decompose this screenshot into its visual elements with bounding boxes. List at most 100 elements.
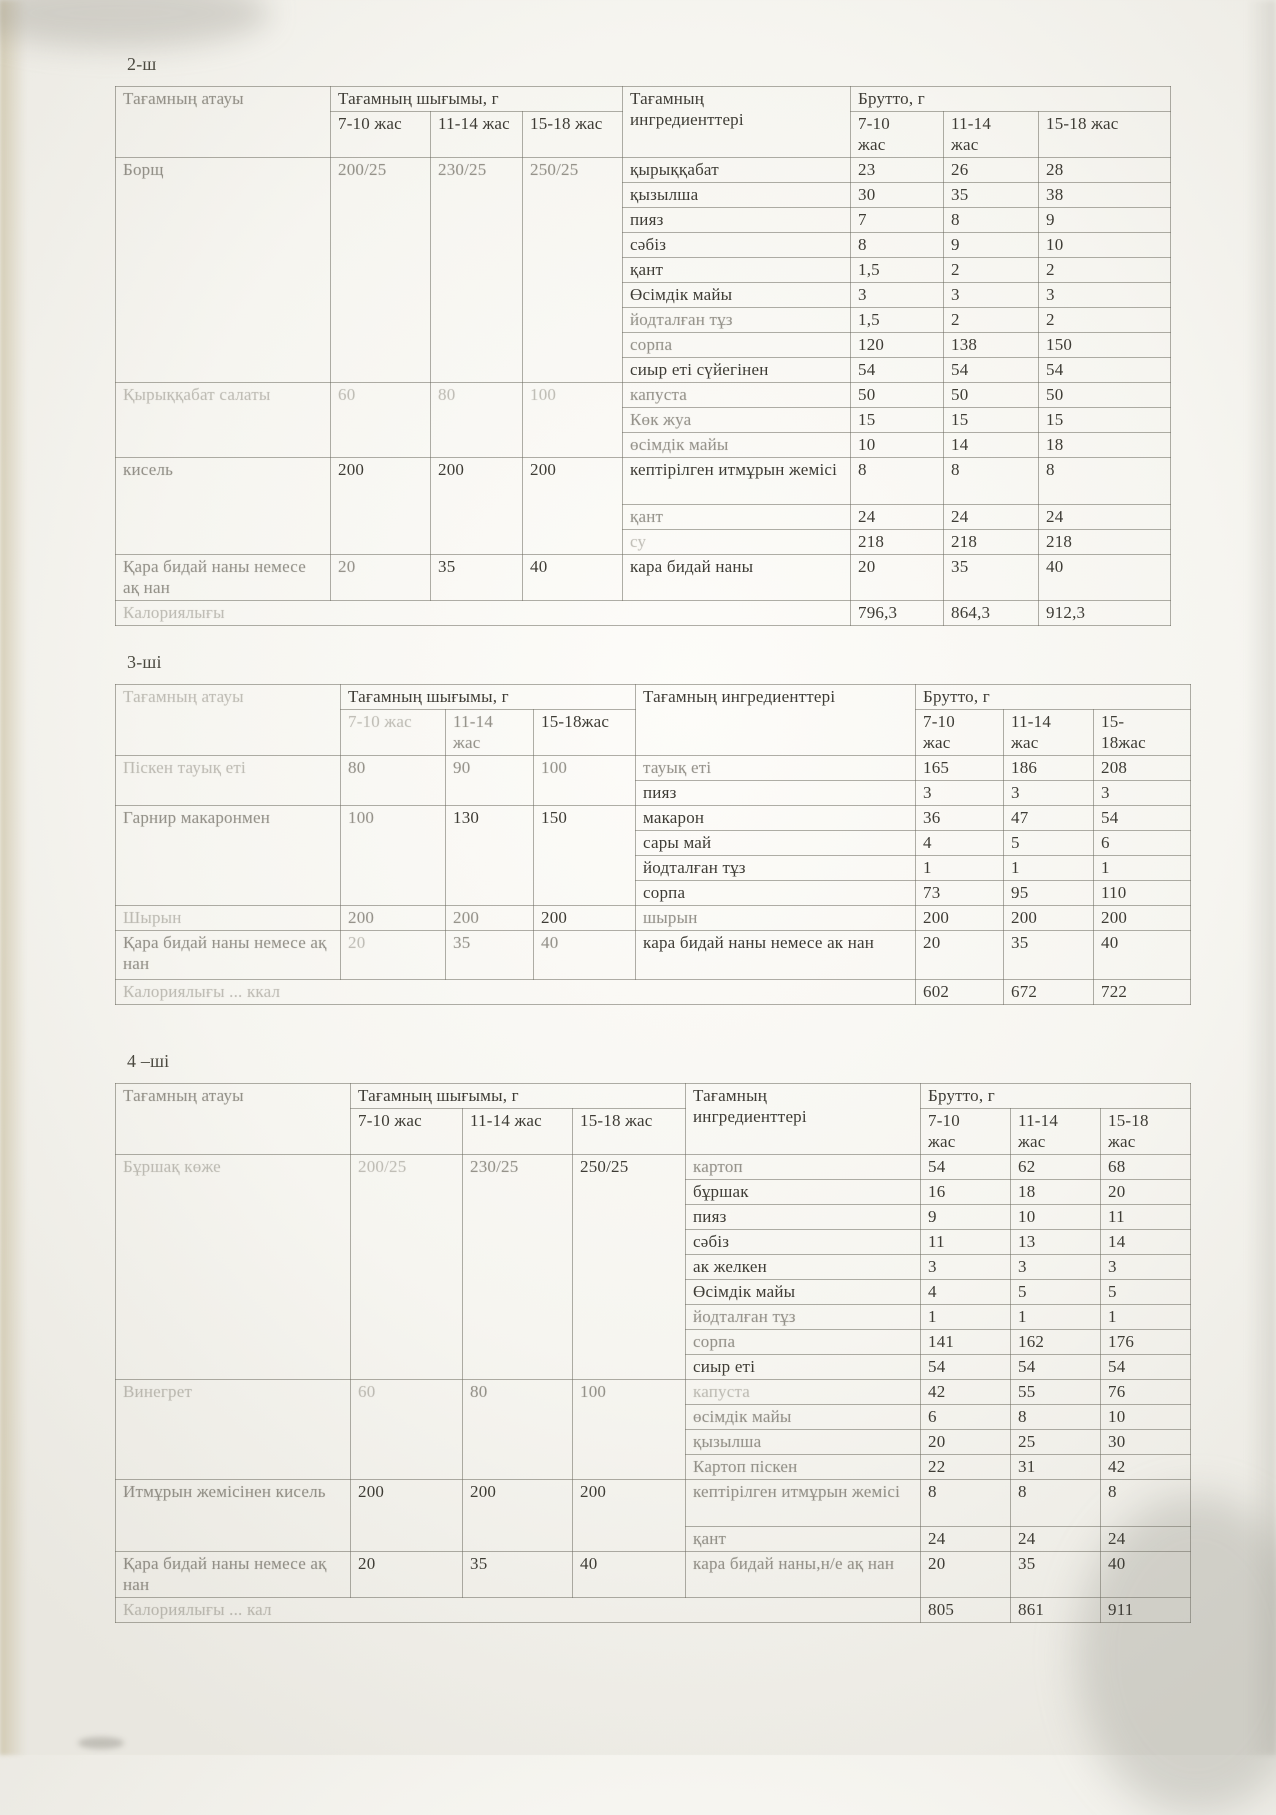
ingredient-name-cell: сорпа	[622, 332, 851, 358]
brutto-value-cell: 1	[915, 855, 1004, 881]
brutto-value-cell: 20	[920, 1551, 1011, 1598]
dish-row: Гарнир макаронмен 100 130 150 макарон 36 47 54	[115, 805, 1191, 906]
brutto-value-cell: 50	[943, 382, 1039, 408]
day-3-menu-table: Тағамның атауы Тағамның шығымы, г Тағамның…	[115, 684, 1191, 1005]
brutto-value-cell: 40	[1100, 1551, 1191, 1598]
brutto-value-cell: 25	[1010, 1429, 1101, 1455]
brutto-value-cell: 186	[1003, 755, 1094, 781]
brutto-value-cell: 1	[1003, 855, 1094, 881]
yield-value-cell: 200	[445, 905, 534, 931]
brutto-value-cell: 35	[1010, 1551, 1101, 1598]
brutto-value-cell: 8	[1100, 1479, 1191, 1527]
header-age-col: 11-14 жас	[462, 1108, 573, 1155]
brutto-value-cell: 1	[1100, 1304, 1191, 1330]
brutto-value-cell: 24	[1010, 1526, 1101, 1552]
header-brutto-age-col: 15-18 жас	[1038, 111, 1171, 158]
header-brutto-group: Брутто, г	[850, 86, 1171, 112]
brutto-value-cell: 18	[1010, 1179, 1101, 1205]
yield-value-cell: 100	[522, 382, 623, 458]
brutto-value-cell: 10	[1010, 1204, 1101, 1230]
yield-value-cell: 35	[462, 1551, 573, 1598]
header-age-col: 7-10 жас	[350, 1108, 463, 1155]
yield-value-cell: 60	[350, 1379, 463, 1480]
yield-value-cell: 150	[533, 805, 636, 906]
yield-value-cell: 100	[340, 805, 446, 906]
brutto-value-cell: 24	[1100, 1526, 1191, 1552]
header-yield-group: Тағамның шығымы, г	[330, 86, 623, 112]
brutto-value-cell: 24	[943, 504, 1039, 530]
header-age-col: 15-18 жас	[572, 1108, 686, 1155]
yield-value-cell: 80	[462, 1379, 573, 1480]
brutto-value-cell: 40	[1038, 554, 1171, 601]
brutto-value-cell: 11	[920, 1229, 1011, 1255]
dish-row: Борщ 200/25 230/25 250/25 қырыққабат 23 26 28	[115, 157, 1171, 383]
yield-value-cell: 35	[430, 554, 523, 601]
brutto-value-cell: 4	[920, 1279, 1011, 1305]
brutto-value-cell: 31	[1010, 1454, 1101, 1480]
ingredient-name-cell: пияз	[622, 207, 851, 233]
brutto-value-cell: 208	[1093, 755, 1191, 781]
yield-value-cell: 200	[340, 905, 446, 931]
header-age-col: 15-18жас	[533, 709, 636, 756]
scan-edge-right	[1246, 0, 1276, 1755]
brutto-value-cell: 1	[1093, 855, 1191, 881]
brutto-value-cell: 5	[1100, 1279, 1191, 1305]
brutto-value-cell: 54	[1038, 357, 1171, 383]
day-2-menu-table: Тағамның атауы Тағамның шығымы, г Тағамның…	[115, 86, 1171, 626]
ingredient-name-cell: су	[622, 529, 851, 555]
header-dish-name: Тағамның атауы	[115, 1083, 351, 1155]
brutto-value-cell: 50	[850, 382, 944, 408]
table-body: Борщ 200/25 230/25 250/25 қырыққабат 23 26 28 қы…	[115, 157, 1171, 626]
brutto-value-cell: 200	[915, 905, 1004, 931]
brutto-value-cell: 36	[915, 805, 1004, 831]
ingredient-row: сәбіз 11 13 14	[116, 1229, 1191, 1255]
day-label: 3-ші	[127, 652, 162, 672]
totals-row: Калориялығы ... ккал 602 672 722	[115, 979, 1191, 1005]
ingredient-name-cell: йодталған тұз	[685, 1304, 921, 1330]
yield-value-cell: 200	[330, 457, 431, 555]
ingredient-name-cell: пияз	[685, 1204, 921, 1230]
header-row-ages: 7-10 жас 11-14 жас 15-18 жас 7-10 жас 11-14 …	[116, 111, 1171, 158]
ingredient-name-cell: шырын	[635, 905, 916, 931]
totals-value-cell: 796,3	[850, 600, 944, 626]
dish-name-cell: Қара бидай наны немесе ақ нан	[115, 930, 341, 980]
ingredient-row: Өсімдік майы 3 3 3	[116, 282, 1171, 308]
brutto-value-cell: 8	[1038, 457, 1171, 505]
totals-label-cell: Калориялығы ... кал	[115, 1597, 921, 1623]
ingredient-row: бұршак 16 18 20	[116, 1179, 1191, 1205]
ingredient-name-cell: қант	[685, 1526, 921, 1552]
brutto-value-cell: 95	[1003, 880, 1094, 906]
ingredient-name-cell: қызылша	[622, 182, 851, 208]
yield-value-cell: 230/25	[462, 1154, 573, 1380]
ingredient-row: пияз 9 10 11	[116, 1204, 1191, 1230]
header-brutto-age-col: 7-10 жас	[915, 709, 1004, 756]
totals-row: Калориялығы 796,3 864,3 912,3	[115, 600, 1171, 626]
brutto-value-cell: 3	[850, 282, 944, 308]
yield-value-cell: 80	[340, 755, 446, 806]
ingredient-row: өсімдік майы 6 8 10	[116, 1404, 1191, 1430]
brutto-value-cell: 15	[943, 407, 1039, 433]
ingredient-name-cell: сары май	[635, 830, 916, 856]
brutto-value-cell: 10	[1038, 232, 1171, 258]
brutto-value-cell: 150	[1038, 332, 1171, 358]
header-brutto-group: Брутто, г	[915, 684, 1191, 710]
brutto-value-cell: 24	[920, 1526, 1011, 1552]
dish-row: Бұршақ көже 200/25 230/25 250/25 картоп 54 62 6…	[115, 1154, 1191, 1380]
table-header: Тағамның атауы Тағамның шығымы, г Тағамның…	[115, 1083, 1191, 1155]
dish-row: Қара бидай наны немесе ақ нан 20 35 40 кара …	[115, 930, 1191, 980]
header-age-col: 15-18 жас	[522, 111, 623, 158]
dish-name-cell: Бұршақ көже	[115, 1154, 351, 1380]
brutto-value-cell: 218	[850, 529, 944, 555]
brutto-value-cell: 7	[850, 207, 944, 233]
brutto-value-cell: 54	[920, 1354, 1011, 1380]
brutto-value-cell: 2	[1038, 307, 1171, 333]
header-ingredients: Тағамның ингредиенттері	[635, 684, 916, 756]
table-body: Піскен тауық еті 80 90 100 тауық еті 165 186 20…	[115, 755, 1191, 1005]
brutto-value-cell: 30	[850, 182, 944, 208]
brutto-value-cell: 20	[915, 930, 1004, 980]
brutto-value-cell: 42	[1100, 1454, 1191, 1480]
header-row-groups: Тағамның атауы Тағамның шығымы, г Тағамның…	[115, 1083, 1191, 1155]
dish-name-cell: Шырын	[115, 905, 341, 931]
brutto-value-cell: 8	[1010, 1479, 1101, 1527]
ingredient-row: Көк жуа 15 15 15	[116, 407, 1171, 433]
